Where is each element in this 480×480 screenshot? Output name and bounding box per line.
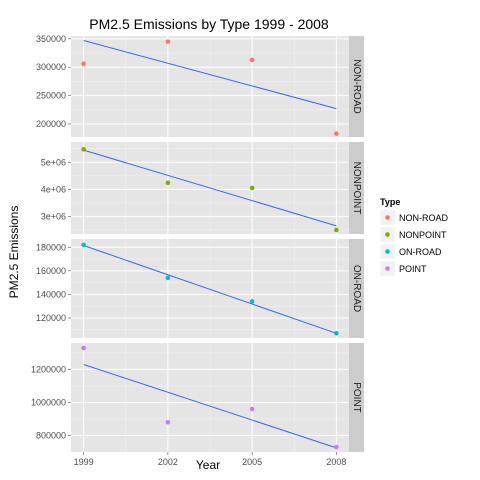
y-axis-title: PM2.5 Emissions — [7, 206, 21, 299]
trend-line-nonpoint — [83, 149, 337, 227]
y-tick-label: 180000 — [36, 242, 66, 252]
x-axis: 1999 2002 2005 2008 — [74, 452, 346, 467]
y-tick-label: 800000 — [36, 430, 66, 440]
panel-nonpoint: 3e+06 4e+06 5e+06 NONPOINT — [41, 142, 364, 234]
facet-strip-label: NON-ROAD — [351, 59, 362, 113]
data-point-point-2005 — [249, 406, 255, 412]
trend-line-point — [83, 363, 337, 449]
legend-title: Type — [380, 197, 400, 207]
panel-non-road: 200000 250000 300000 350000 NON-ROAD — [36, 34, 364, 137]
data-point-point-2008 — [334, 444, 339, 450]
facet-strip-point — [349, 343, 364, 452]
facet-strip-label: POINT — [351, 382, 362, 413]
legend-label: POINT — [399, 264, 427, 274]
y-tick-label: 300000 — [36, 62, 66, 72]
panel-on-road: 120000 140000 160000 180000 ON-ROAD — [36, 239, 364, 338]
y-tick-label: 250000 — [36, 91, 66, 101]
facet-panels: 200000 250000 300000 350000 NON-ROAD 3e+06 4e+… — [31, 34, 364, 452]
facet-strip-nonpoint — [349, 142, 364, 234]
y-tick-label: 140000 — [36, 289, 66, 299]
facet-strip-non-road — [349, 36, 364, 137]
y-tick-label: 1200000 — [31, 364, 66, 374]
legend-swatch — [385, 232, 390, 237]
legend-swatch — [385, 249, 390, 254]
y-tick-label: 120000 — [36, 313, 66, 323]
y-tick-label: 200000 — [36, 119, 66, 129]
legend-label: NONPOINT — [399, 230, 447, 240]
facet-strip-label: NONPOINT — [351, 162, 362, 215]
y-tick-label: 160000 — [36, 266, 66, 276]
data-point-non-road-2002 — [165, 39, 171, 44]
data-point-point-2002 — [165, 419, 171, 425]
legend-entry-non-road: NON-ROAD — [379, 209, 448, 226]
x-tick-label: 2002 — [158, 457, 178, 467]
legend-label: NON-ROAD — [399, 213, 448, 223]
x-tick-label: 1999 — [74, 457, 94, 467]
facet-strip-on-road — [349, 239, 364, 338]
data-point-on-road-1999 — [81, 242, 86, 248]
y-tick-label: 4e+06 — [41, 184, 66, 194]
legend: Type NON-ROAD NONPOINT ON-ROAD POINT — [379, 197, 448, 277]
trend-line-non-road — [83, 40, 337, 110]
legend-swatch — [385, 266, 390, 271]
x-tick-label: 2008 — [326, 457, 346, 467]
data-point-non-road-2005 — [249, 57, 255, 63]
data-point-non-road-2008 — [334, 131, 339, 136]
legend-swatch — [385, 215, 390, 220]
y-tick-label: 5e+06 — [41, 157, 66, 167]
data-point-nonpoint-2002 — [165, 180, 171, 186]
legend-label: ON-ROAD — [399, 247, 442, 257]
data-point-on-road-2008 — [334, 330, 339, 336]
data-point-point-1999 — [81, 345, 86, 351]
legend-entry-on-road: ON-ROAD — [379, 243, 442, 260]
data-point-nonpoint-2008 — [334, 227, 339, 233]
data-point-nonpoint-1999 — [81, 147, 86, 152]
legend-entry-point: POINT — [379, 260, 427, 277]
data-point-non-road-1999 — [81, 61, 86, 67]
facet-strip-label: ON-ROAD — [351, 265, 362, 312]
data-point-on-road-2002 — [165, 275, 171, 281]
panel-point: 800000 1000000 1200000 POINT — [31, 343, 364, 452]
y-tick-label: 1000000 — [31, 397, 66, 407]
data-point-nonpoint-2005 — [249, 185, 255, 191]
data-point-on-road-2005 — [249, 299, 255, 304]
legend-entry-nonpoint: NONPOINT — [379, 226, 447, 243]
trend-line-on-road — [83, 245, 337, 334]
x-axis-title: Year — [196, 458, 220, 472]
y-tick-label: 3e+06 — [41, 211, 66, 221]
y-tick-label: 350000 — [36, 34, 66, 44]
chart-title: PM2.5 Emissions by Type 1999 - 2008 — [89, 16, 329, 32]
x-tick-label: 2005 — [242, 457, 262, 467]
